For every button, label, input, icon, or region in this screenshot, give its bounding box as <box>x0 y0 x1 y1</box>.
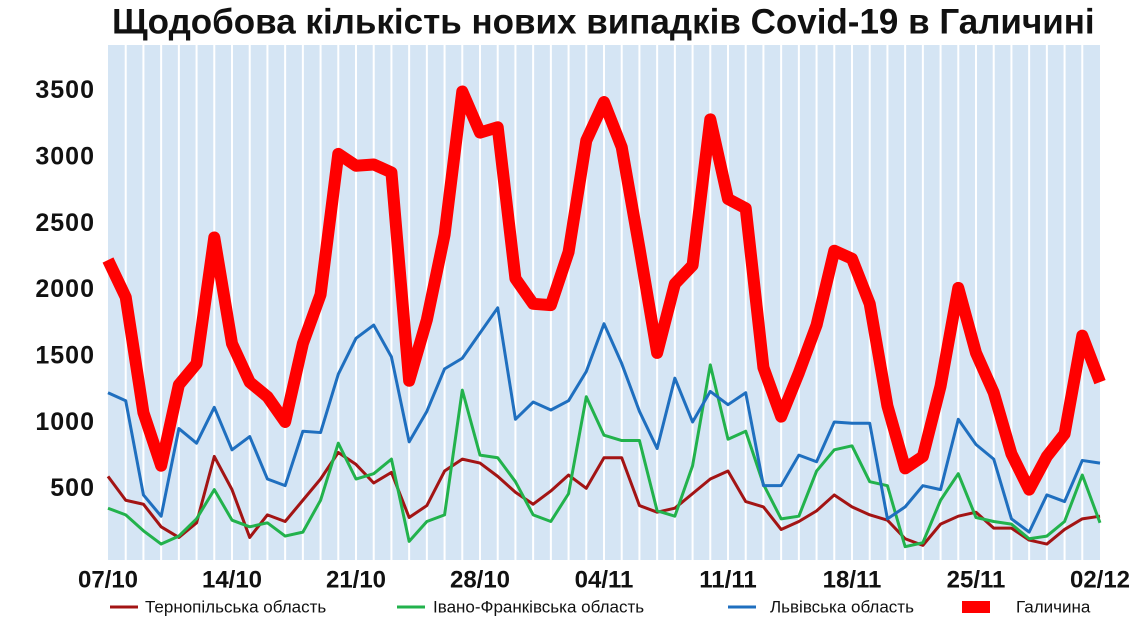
x-tick-label: 28/10 <box>450 566 510 593</box>
x-tick-label: 07/10 <box>78 566 138 593</box>
series-line <box>107 306 1101 534</box>
y-tick-label: 500 <box>50 474 95 502</box>
y-tick-label: 1500 <box>35 342 95 370</box>
y-tick-label: 3500 <box>35 76 95 104</box>
x-tick-label: 18/11 <box>823 566 882 593</box>
x-tick-label: 02/12 <box>1070 566 1130 593</box>
series-line <box>102 85 1106 496</box>
y-tick-label: 1000 <box>35 408 95 436</box>
legend-label: Галичина <box>1016 597 1091 616</box>
chart-title: Щодобова кількість нових випадків Covid-… <box>112 2 1095 41</box>
x-tick-label: 04/11 <box>575 566 634 593</box>
x-tick-label: 25/11 <box>947 566 1006 593</box>
legend-label: Львівська область <box>770 597 914 616</box>
y-tick-label: 2000 <box>35 275 95 303</box>
series-line <box>107 363 1102 549</box>
x-tick-label: 21/10 <box>326 566 386 593</box>
y-tick-label: 2500 <box>35 209 95 237</box>
series-line <box>106 450 1101 547</box>
y-tick-label: 3000 <box>35 142 95 170</box>
x-tick-label: 11/11 <box>699 566 756 593</box>
legend-label: Тернопільська область <box>145 597 326 616</box>
x-tick-label: 14/10 <box>202 566 262 593</box>
legend-label: Івано-Франківська область <box>433 597 644 616</box>
